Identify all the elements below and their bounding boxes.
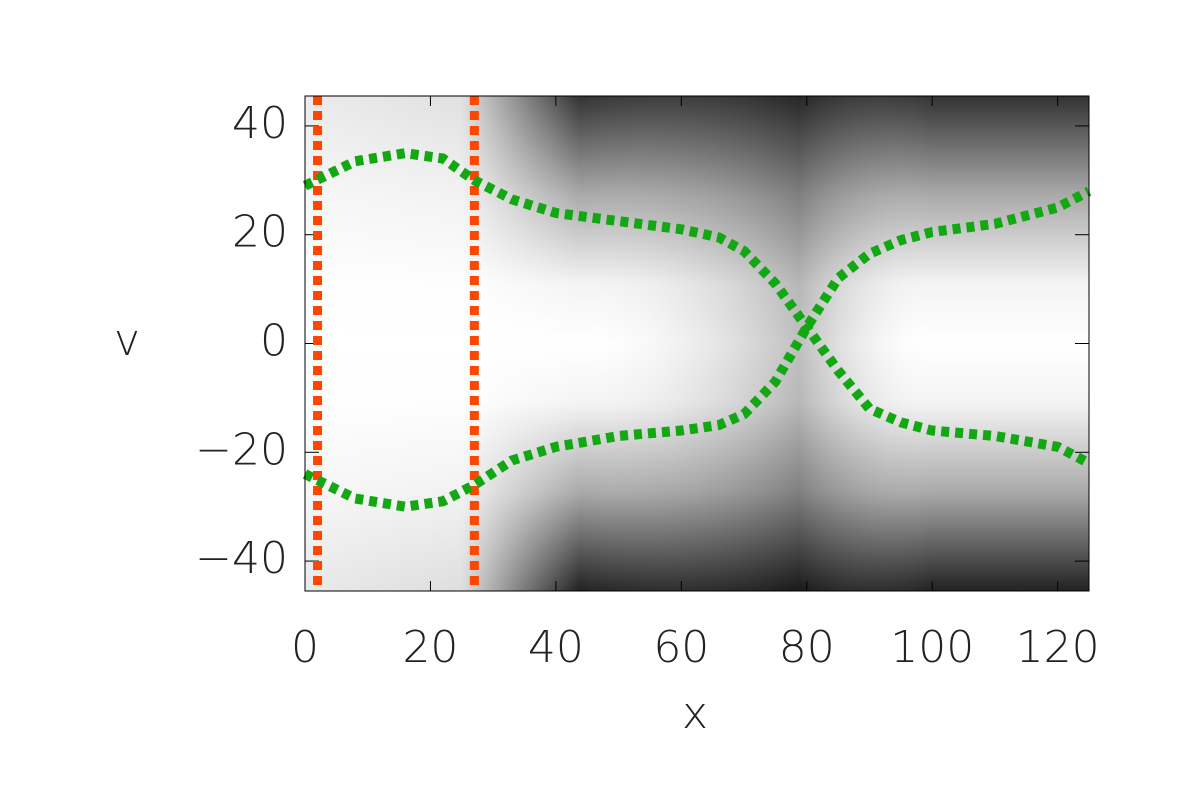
separatrix: [302, 186, 1092, 512]
x-tick-label: 0: [291, 622, 319, 673]
x-tick-label: 60: [653, 622, 709, 673]
x-tick-label: 40: [528, 622, 584, 673]
y-tick-label: 20: [232, 207, 288, 258]
y-tick-label: −20: [195, 424, 288, 475]
x-tick-label: 100: [890, 622, 974, 673]
separatrix: [302, 148, 1092, 468]
y-tick-label: 0: [260, 316, 288, 367]
y-tick-label: −40: [195, 533, 288, 584]
y-axis-label: v: [114, 315, 140, 366]
y-tick-label: 40: [232, 98, 288, 149]
x-axis-label: x: [682, 688, 708, 739]
plot-frame: [304, 95, 1090, 592]
background-shade: [305, 96, 1089, 591]
x-tick-label: 120: [1016, 622, 1100, 673]
plot-area: [305, 96, 1089, 591]
x-tick-label: 20: [402, 622, 458, 673]
x-tick-label: 80: [779, 622, 835, 673]
